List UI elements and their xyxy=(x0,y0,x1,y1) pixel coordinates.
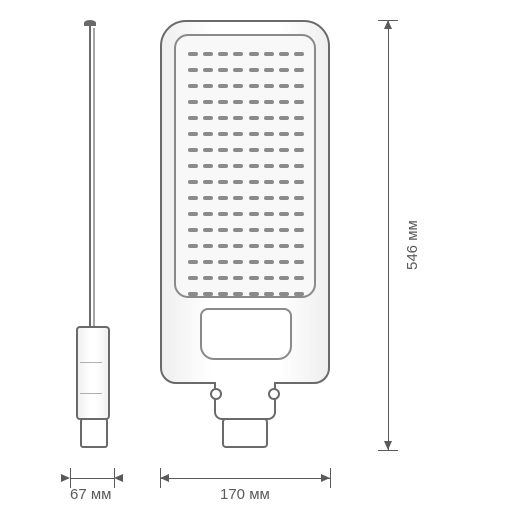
dim-depth-arrow-right xyxy=(114,474,123,482)
front-label-plate xyxy=(200,308,292,360)
dim-height-ext-bottom xyxy=(378,450,398,451)
side-profile-back-edge xyxy=(93,28,95,326)
dim-depth-line xyxy=(70,478,114,479)
dim-depth-ext-left xyxy=(70,468,71,488)
led-grid xyxy=(186,48,306,286)
dim-depth-arrow-left xyxy=(61,474,70,482)
side-mount-bracket xyxy=(80,418,108,448)
front-mount-bracket xyxy=(222,418,268,448)
dim-height-line xyxy=(388,20,389,450)
dim-width-line xyxy=(160,478,330,479)
side-housing-detail xyxy=(80,332,102,410)
dim-height-arrow-bottom xyxy=(384,441,392,450)
front-bolt-left xyxy=(210,388,222,400)
diagram-container: 546 мм 170 мм 67 мм xyxy=(0,0,524,524)
dim-depth-label: 67 мм xyxy=(70,486,111,503)
dim-height-label: 546 мм xyxy=(404,220,421,270)
side-profile-front-edge xyxy=(89,20,91,330)
dim-width-arrow-right xyxy=(321,474,330,482)
front-bolt-right xyxy=(268,388,280,400)
dim-width-arrow-left xyxy=(160,474,169,482)
dim-width-ext-right xyxy=(330,468,331,488)
side-view xyxy=(76,20,116,450)
dim-height-arrow-top xyxy=(384,20,392,29)
front-led-panel xyxy=(174,34,316,298)
front-view xyxy=(160,20,330,450)
dim-width-label: 170 мм xyxy=(220,486,270,503)
front-mount-housing xyxy=(214,382,276,420)
